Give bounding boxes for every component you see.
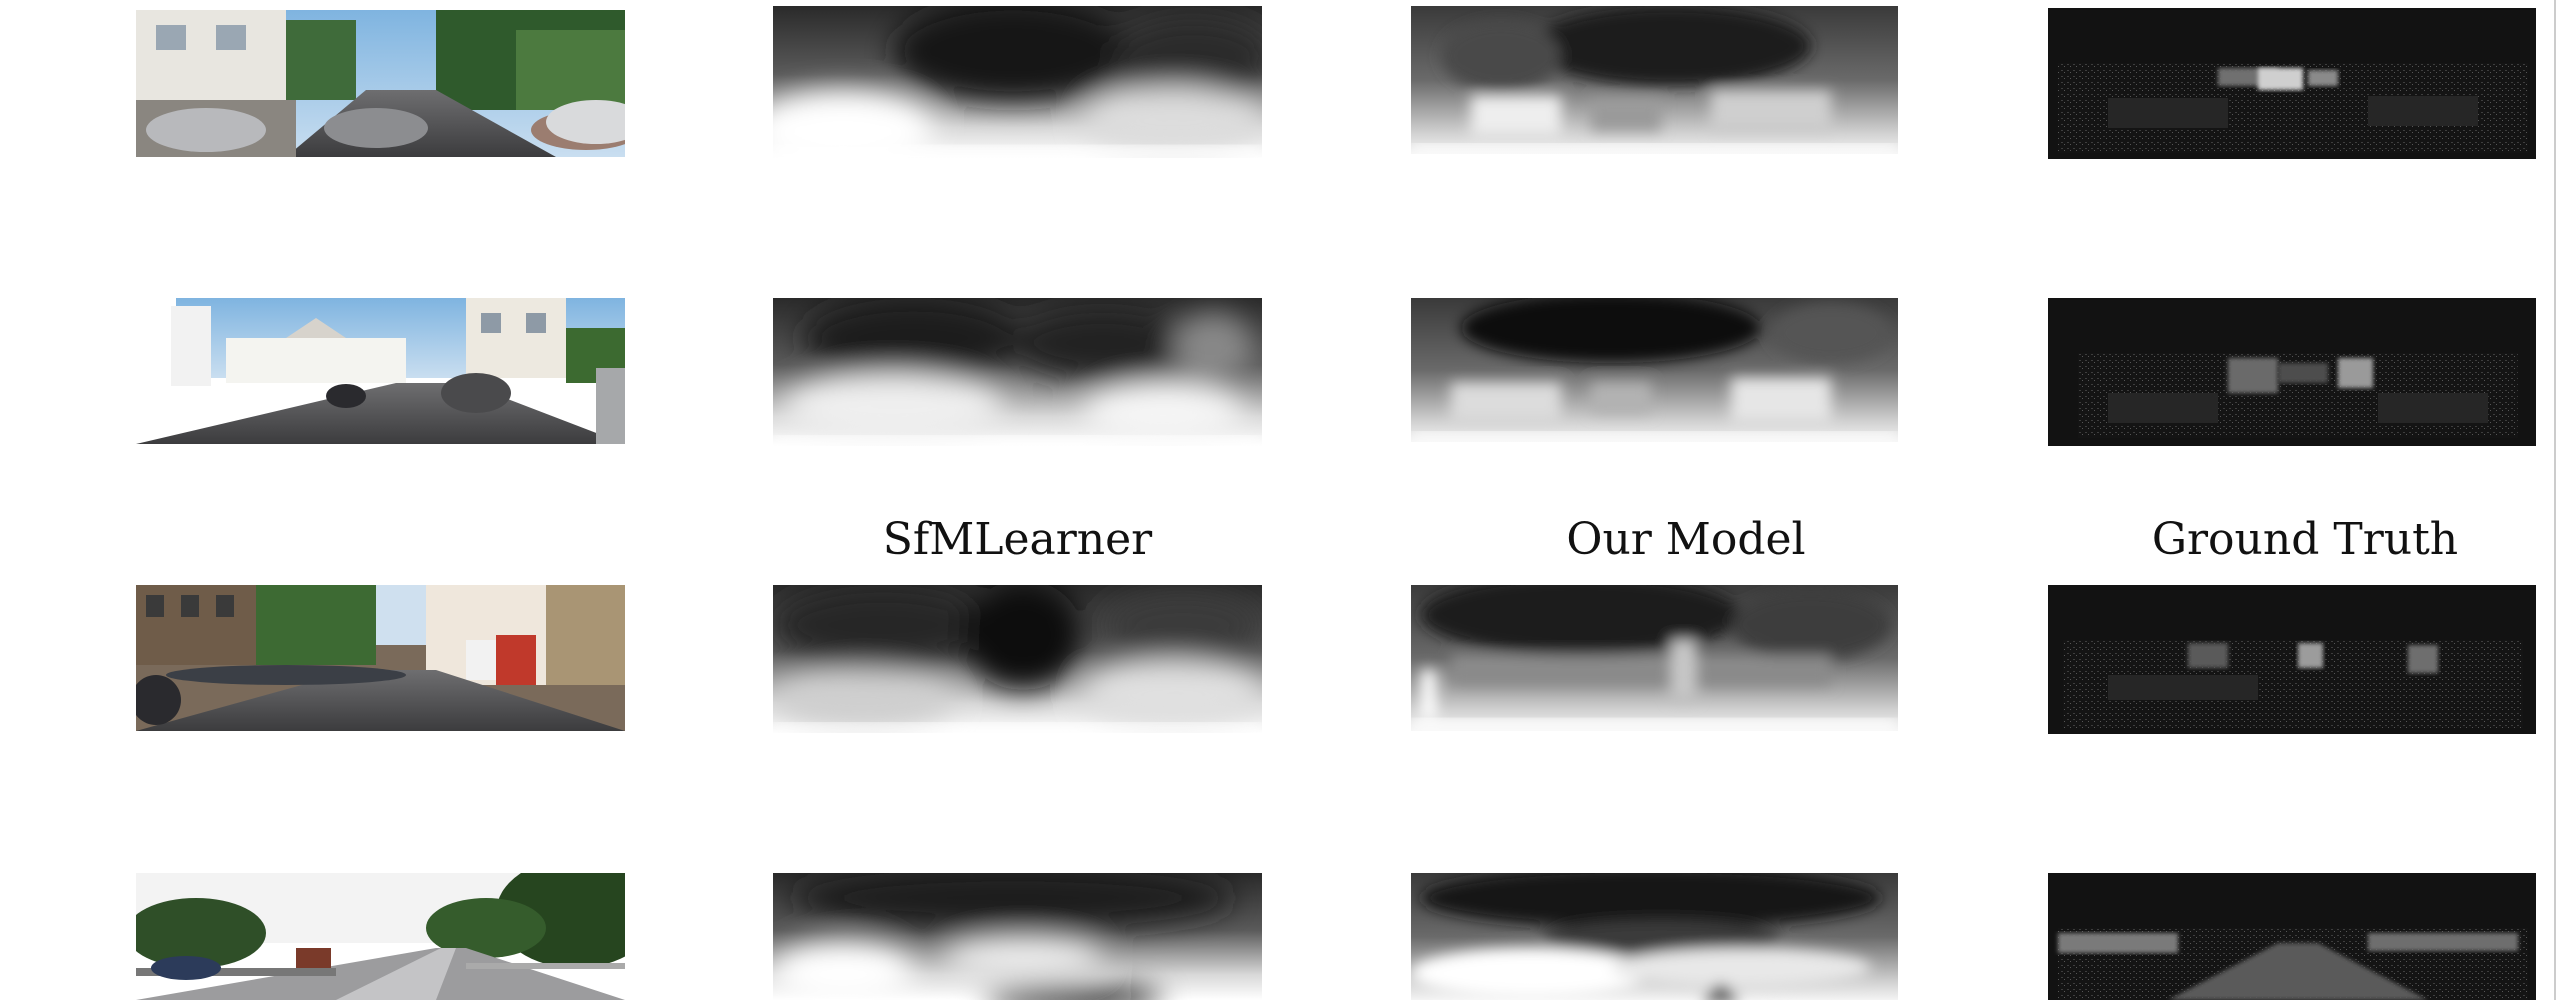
column-header-our-model: Our Model (1566, 514, 1806, 565)
input-image-row-2 (136, 298, 625, 444)
our-model-depth-row-1 (1411, 6, 1898, 154)
ground-truth-row-1 (2048, 8, 2536, 159)
our-model-depth-row-2 (1411, 298, 1898, 442)
ground-truth-row-2 (2048, 298, 2536, 446)
column-header-sfmlearner: SfMLearner (882, 514, 1153, 565)
input-image-row-4 (136, 873, 625, 1000)
sfmlearner-depth-row-3 (773, 585, 1262, 733)
input-image-row-3 (136, 585, 625, 731)
sfmlearner-depth-row-2 (773, 298, 1262, 446)
ground-truth-row-3 (2048, 585, 2536, 734)
our-model-depth-row-4 (1411, 873, 1898, 1000)
column-header-ground-truth: Ground Truth (2151, 514, 2459, 565)
our-model-depth-row-3 (1411, 585, 1898, 731)
sfmlearner-depth-row-4 (773, 873, 1262, 1000)
sfmlearner-depth-row-1 (773, 6, 1262, 158)
ground-truth-row-4 (2048, 873, 2536, 1000)
input-image-row-1 (136, 10, 625, 157)
page-edge-rule (2554, 0, 2556, 1000)
